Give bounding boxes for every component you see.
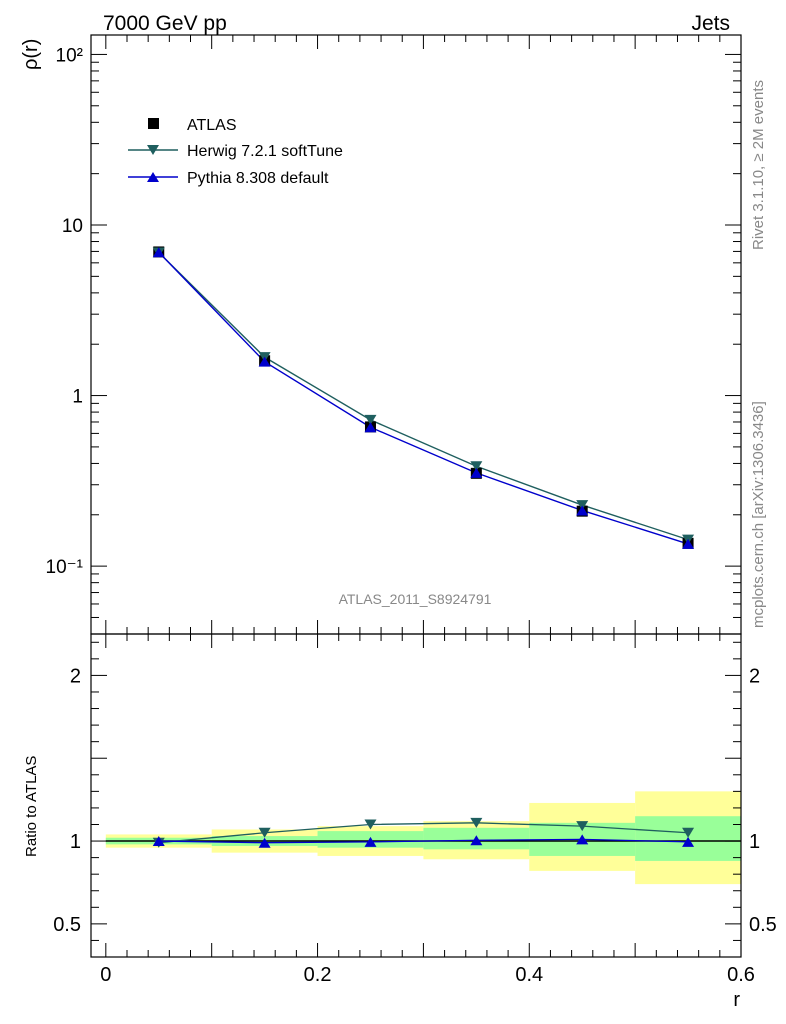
herwig-point <box>364 414 377 425</box>
ratio-frame <box>90 633 742 958</box>
ratio-pythia-point <box>152 836 165 847</box>
ratio-pythia-point <box>470 835 483 846</box>
ratio-pythia-point <box>576 834 589 845</box>
main-y-tick-label: 10² <box>56 45 83 66</box>
legend: ATLAS Herwig 7.2.1 softTune Pythia 8.308… <box>128 117 343 187</box>
legend-pythia-label: Pythia 8.308 default <box>187 170 329 187</box>
pythia-point <box>682 538 695 549</box>
pythia-point <box>258 356 271 367</box>
x-axis-title: r <box>733 989 740 1011</box>
ratio-pythia-point <box>364 836 377 847</box>
legend-herwig-label: Herwig 7.2.1 softTune <box>187 143 343 160</box>
ratio-y-tick-label: 0.5 <box>53 914 81 936</box>
main-y-tick-label: 1 <box>72 387 83 408</box>
x-tick-label: 0 <box>100 964 111 986</box>
main-y-tick-label: 10 <box>62 216 83 237</box>
ratio-y-tick-label-right: 0.5 <box>749 914 777 936</box>
ratio-herwig-point <box>682 827 695 838</box>
pythia-point <box>470 467 483 478</box>
ratio-panel: 0 0.2 0.4 0.6 0.5 0.5 1 1 2 2 <box>53 633 777 986</box>
legend-atlas-marker <box>148 118 159 129</box>
ratio-herwig-point <box>258 827 271 838</box>
main-line-pythia <box>158 251 689 545</box>
process-label: 7000 GeV pp <box>103 12 227 35</box>
herwig-point <box>576 500 589 511</box>
pythia-point <box>152 247 165 258</box>
rivet-label: Rivet 3.1.10, ≥ 2M events <box>750 80 767 250</box>
main-y-tick-label: 10⁻¹ <box>46 557 84 578</box>
ratio-pythia-point <box>682 836 695 847</box>
ratio-herwig-point <box>576 821 589 832</box>
ratio-pythia-point <box>258 837 271 848</box>
pythia-point <box>576 505 589 516</box>
pythia-point <box>364 422 377 433</box>
herwig-point <box>470 461 483 472</box>
legend-herwig-marker <box>147 145 159 155</box>
ratio-y-tick-label: 2 <box>70 665 81 687</box>
source-label: mcplots.cern.ch [arXiv:1306.3436] <box>750 401 767 628</box>
main-line-herwig <box>158 251 689 541</box>
legend-atlas-label: ATLAS <box>187 117 237 134</box>
ratio-y-tick-label: 1 <box>70 831 81 853</box>
ratio-y-axis-title: Ratio to ATLAS <box>23 756 40 857</box>
x-tick-label: 0.4 <box>515 964 543 986</box>
legend-pythia-marker <box>147 172 159 182</box>
ratio-herwig-point <box>364 819 377 830</box>
ratio-y-tick-label-right: 2 <box>749 665 760 687</box>
analysis-label: ATLAS_2011_S8924791 <box>339 591 492 607</box>
category-label: Jets <box>691 12 730 35</box>
ratio-line-pythia <box>158 838 689 844</box>
main-y-axis-title: ρ(r) <box>20 39 42 70</box>
ratio-y-tick-label-right: 1 <box>749 831 760 853</box>
x-tick-label: 0.6 <box>727 964 755 986</box>
ratio-herwig-point <box>470 817 483 828</box>
x-tick-label: 0.2 <box>304 964 332 986</box>
ratio-line-herwig <box>158 822 689 844</box>
